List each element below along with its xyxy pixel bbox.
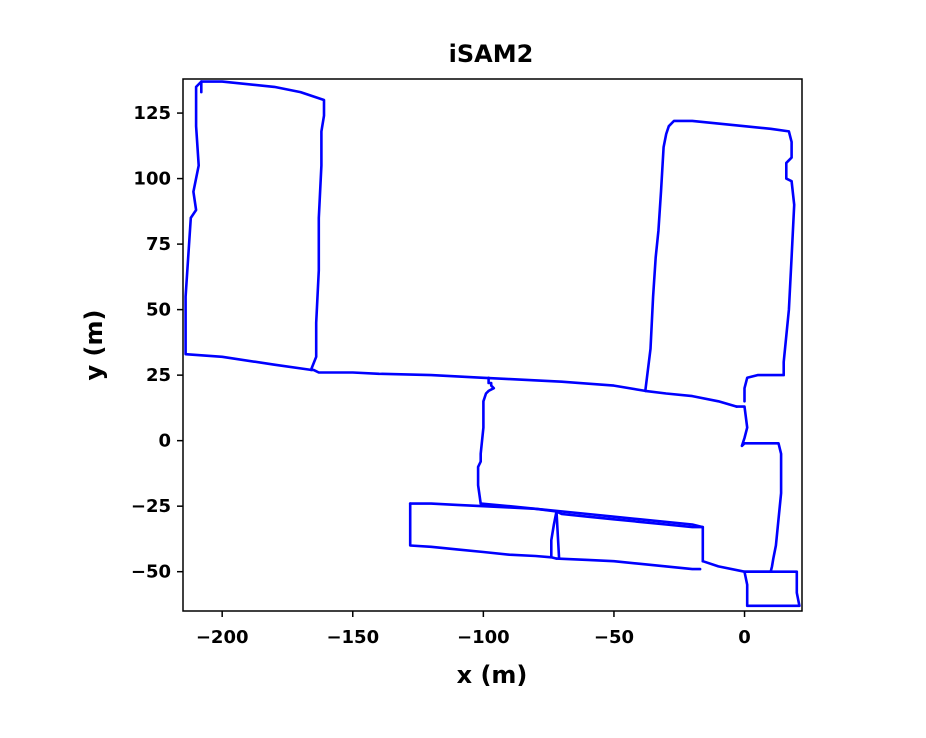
trajectory-segment	[743, 570, 801, 608]
trajectory-segment	[200, 80, 326, 372]
x-axis-label: x (m)	[457, 661, 528, 689]
y-tick-label: 100	[133, 169, 171, 190]
trajectory-segment	[701, 559, 773, 574]
trajectory-segment	[184, 80, 739, 408]
x-tick-label: −100	[457, 627, 510, 648]
trajectory-segment	[408, 502, 558, 560]
trajectory-segment	[555, 557, 702, 571]
trajectory-segment	[408, 502, 705, 529]
trajectory-segment	[555, 510, 561, 560]
trajectory-segment	[479, 502, 705, 563]
y-tick-label: 125	[133, 103, 171, 124]
x-tick-label: −150	[326, 627, 379, 648]
trajectory-segment	[643, 119, 796, 403]
chart-title: iSAM2	[449, 40, 534, 68]
x-tick-label: −200	[196, 627, 249, 648]
x-tick-label: 0	[738, 627, 751, 648]
y-tick-label: −50	[131, 562, 171, 583]
y-axis-label: y (m)	[80, 310, 108, 381]
x-tick-label: −50	[594, 627, 634, 648]
y-tick-label: 0	[158, 431, 171, 452]
y-tick-label: 50	[146, 300, 171, 321]
y-tick-label: −25	[131, 496, 171, 517]
trajectory-segment	[735, 405, 783, 574]
trajectory-segment	[549, 510, 558, 558]
y-tick-label: 75	[146, 234, 171, 255]
y-tick-label: 25	[146, 365, 171, 386]
plot-frame	[182, 78, 803, 612]
trajectory-segment	[476, 376, 496, 505]
axis-ticks: −200 −150 −100 −50 0 125 100 75 50 25 0 −25 −50	[131, 103, 751, 648]
trajectory-series	[184, 80, 801, 608]
